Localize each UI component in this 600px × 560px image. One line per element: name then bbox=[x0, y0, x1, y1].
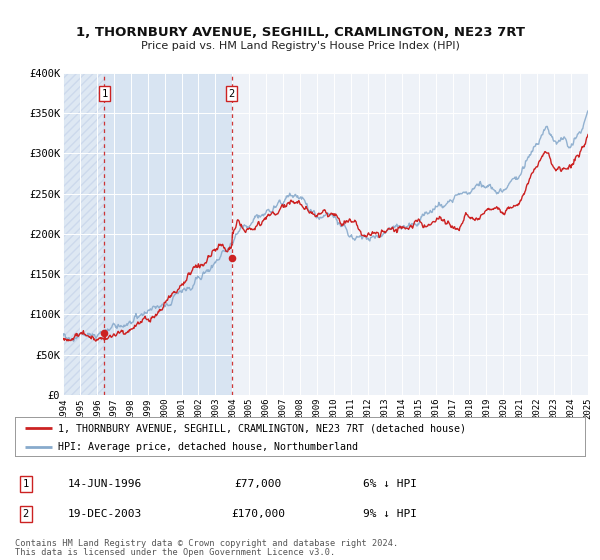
Text: 14-JUN-1996: 14-JUN-1996 bbox=[68, 479, 142, 489]
Text: HPI: Average price, detached house, Northumberland: HPI: Average price, detached house, Nort… bbox=[58, 442, 358, 451]
Text: 6% ↓ HPI: 6% ↓ HPI bbox=[363, 479, 417, 489]
Text: Price paid vs. HM Land Registry's House Price Index (HPI): Price paid vs. HM Land Registry's House … bbox=[140, 41, 460, 51]
Text: This data is licensed under the Open Government Licence v3.0.: This data is licensed under the Open Gov… bbox=[15, 548, 335, 557]
Text: £170,000: £170,000 bbox=[231, 509, 285, 519]
Text: 1, THORNBURY AVENUE, SEGHILL, CRAMLINGTON, NE23 7RT: 1, THORNBURY AVENUE, SEGHILL, CRAMLINGTO… bbox=[76, 26, 524, 39]
Text: Contains HM Land Registry data © Crown copyright and database right 2024.: Contains HM Land Registry data © Crown c… bbox=[15, 539, 398, 548]
Text: £77,000: £77,000 bbox=[235, 479, 281, 489]
Bar bbox=[63, 73, 104, 395]
Text: 19-DEC-2003: 19-DEC-2003 bbox=[68, 509, 142, 519]
Text: 1, THORNBURY AVENUE, SEGHILL, CRAMLINGTON, NE23 7RT (detached house): 1, THORNBURY AVENUE, SEGHILL, CRAMLINGTO… bbox=[58, 423, 466, 433]
Text: 2: 2 bbox=[229, 88, 235, 99]
Text: 9% ↓ HPI: 9% ↓ HPI bbox=[363, 509, 417, 519]
Point bbox=[100, 328, 109, 337]
Bar bbox=[63, 73, 104, 395]
Text: 2: 2 bbox=[23, 509, 29, 519]
Bar bbox=[104, 73, 232, 395]
Text: 1: 1 bbox=[23, 479, 29, 489]
Point bbox=[227, 254, 236, 263]
Text: 1: 1 bbox=[101, 88, 107, 99]
